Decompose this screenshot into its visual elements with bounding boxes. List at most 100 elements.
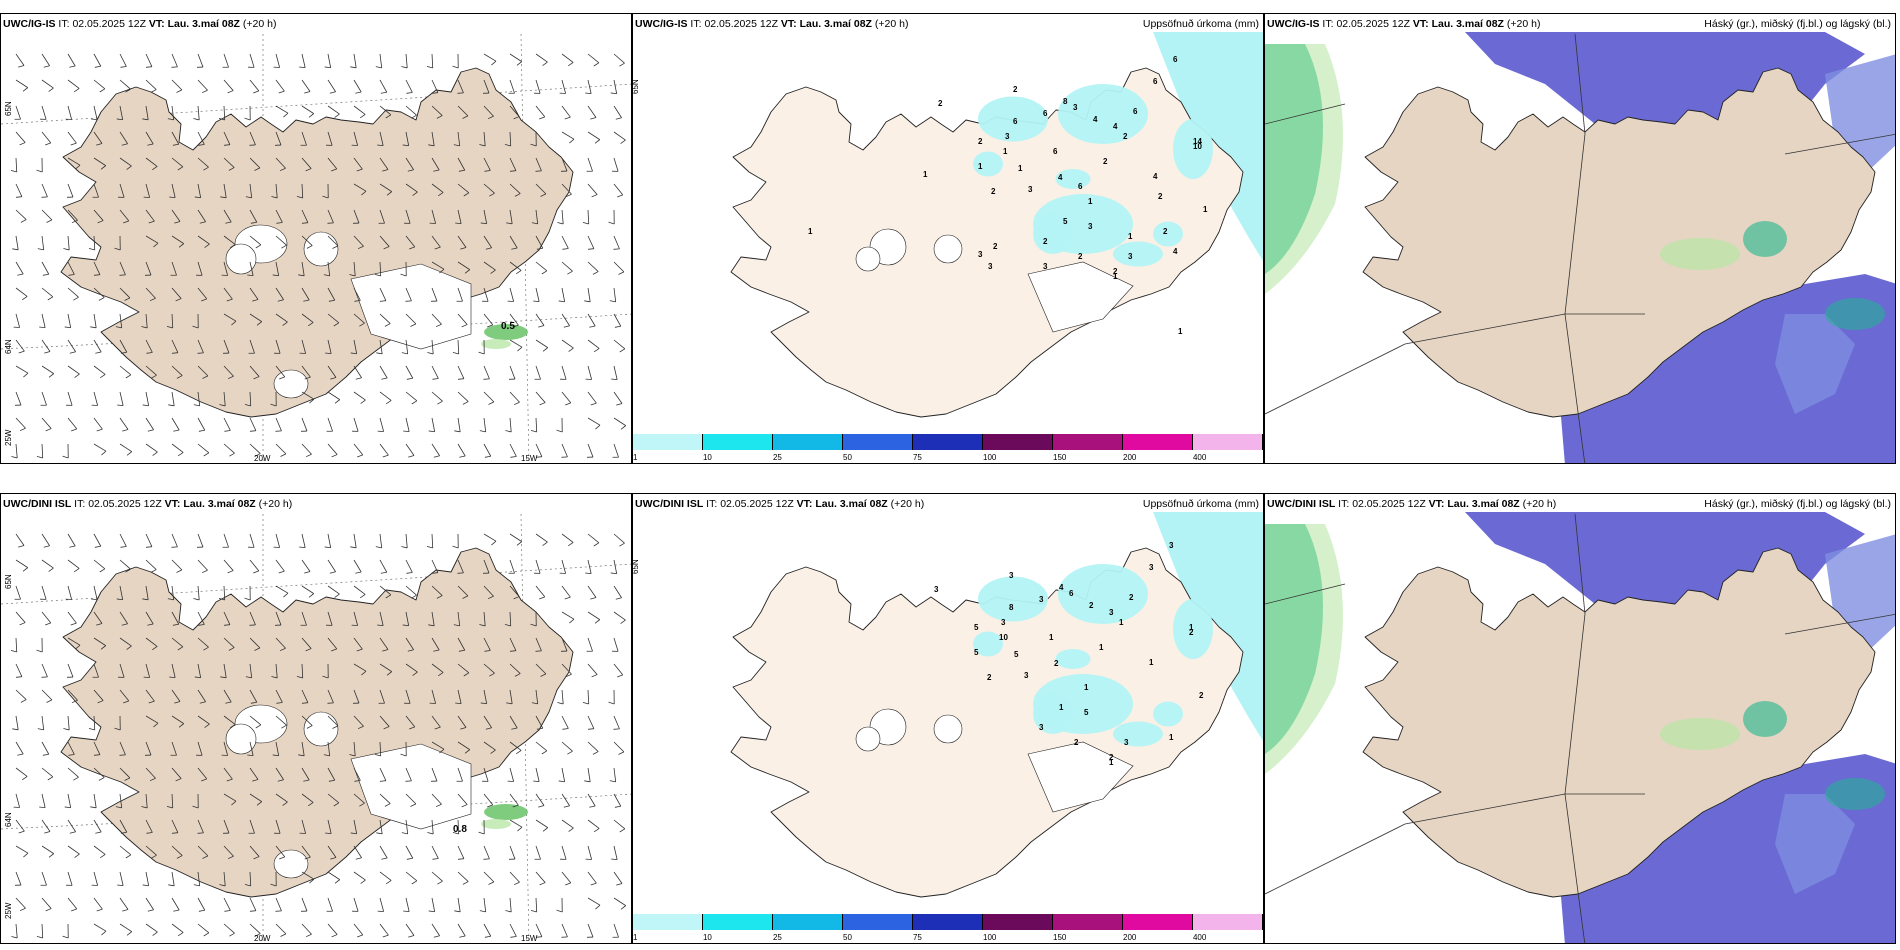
colorbar-cell	[843, 434, 913, 450]
precip-value-label: 1	[1099, 643, 1104, 652]
precip-value-label: 6	[1069, 589, 1074, 598]
colorbar-cell	[703, 434, 773, 450]
precip-value-label: 2	[1158, 192, 1163, 201]
lat-label-65n: 65N	[4, 574, 13, 589]
precip-value-label: 1	[808, 227, 813, 236]
colorbar-cell	[983, 914, 1053, 930]
precip-value-label: 3	[1039, 723, 1044, 732]
precip-value-label: 4	[1058, 173, 1063, 182]
colorbar-tick-label: 75	[912, 933, 922, 942]
precip-value-label: 1	[1018, 164, 1023, 173]
colorbar-tick-label: 1	[633, 933, 638, 942]
precip-value-label: 2	[1074, 738, 1079, 747]
precip-value-label: 3	[1005, 132, 1010, 141]
precip-colorbar	[633, 434, 1263, 450]
lon-label-15w: 15W	[521, 454, 538, 463]
colorbar-tick-label: 200	[1123, 933, 1137, 942]
lon-label-20w: 20W	[254, 934, 271, 943]
precip-value-label: 2	[1089, 601, 1094, 610]
precip-value-label: 4	[1153, 172, 1158, 181]
wind-map	[1, 33, 631, 463]
precip-value-label: 6	[1043, 109, 1048, 118]
precip-value-label: 2	[991, 187, 996, 196]
precip-value-label: 3	[978, 250, 983, 259]
colorbar-tick-label: 25	[772, 453, 782, 462]
precip-panel-top: 2 2 8 6 3 2 6 3 6 6 6 4 2 6 2 4 1 1 1 4 3 2 1 3 5 14 10 2 2 3 2 4 4 1 1 6 2 2…	[632, 13, 1264, 464]
colorbar-cell	[843, 914, 913, 930]
colorbar-cell	[913, 914, 983, 930]
precip-value-label: 2	[1189, 628, 1194, 637]
precip-value-label: 1	[1169, 733, 1174, 742]
precip-value-label: 2	[1199, 691, 1204, 700]
precip-title: Uppsöfnuð úrkoma (mm)	[1142, 18, 1259, 30]
precip-value-label: 1	[1178, 327, 1183, 336]
colorbar-cell	[633, 434, 703, 450]
precip-value-label: 3	[1169, 541, 1174, 550]
panel-header: UWC/IG-IS IT: 02.05.2025 12Z VT: Lau. 3.…	[635, 18, 909, 30]
precip-value-label: 2	[1054, 659, 1059, 668]
precip-value-label: 1	[978, 162, 983, 171]
precip-value-label: 3	[1128, 252, 1133, 261]
colorbar-tick-label: 150	[1053, 453, 1067, 462]
precip-value-label: 2	[1163, 227, 1168, 236]
colorbar-cell	[1193, 914, 1263, 930]
cloud-title: Háský (gr.), miðský (fj.bl.) og lágský (…	[1704, 18, 1891, 30]
lon-label-15w: 15W	[521, 934, 538, 943]
precip-value-label: 2	[993, 242, 998, 251]
precip-value-label: 6	[1013, 117, 1018, 126]
precip-value-label: 10	[999, 633, 1008, 642]
colorbar-cell	[983, 434, 1053, 450]
precip-value-label: 1	[1113, 272, 1118, 281]
precip-value-label: 3	[1028, 185, 1033, 194]
precip-value-label: 1	[1203, 205, 1208, 214]
wind-value-label: 0.8	[453, 824, 467, 835]
colorbar-tick-label: 1	[633, 453, 638, 462]
precip-value-label: 4	[1059, 583, 1064, 592]
colorbar-tick-label: 100	[983, 453, 997, 462]
colorbar-cell	[703, 914, 773, 930]
precip-value-label: 5	[1014, 650, 1019, 659]
precip-value-label: 2	[1123, 132, 1128, 141]
precip-colorbar	[633, 914, 1263, 930]
lat-label-64n: 64N	[4, 339, 13, 354]
precip-value-label: 1	[1084, 683, 1089, 692]
precip-value-label: 3	[1001, 618, 1006, 627]
precip-title: Uppsöfnuð úrkoma (mm)	[1142, 498, 1259, 510]
lon-label-25w: 25W	[4, 902, 13, 919]
precip-value-label: 6	[1078, 182, 1083, 191]
precip-value-label: 1	[1088, 197, 1093, 206]
colorbar-cell	[773, 434, 843, 450]
precip-value-label: 2	[1078, 252, 1083, 261]
wind-panel-bottom: UWC/DINI ISL IT: 02.05.2025 12Z VT: Lau.…	[0, 493, 632, 944]
precip-value-label: 1	[1189, 623, 1194, 632]
panel-header: UWC/IG-IS IT: 02.05.2025 12Z VT: Lau. 3.…	[3, 18, 277, 30]
cloud-title: Háský (gr.), miðský (fj.bl.) og lágský (…	[1704, 498, 1891, 510]
precip-value-label: 5	[1084, 708, 1089, 717]
colorbar-cell	[1053, 434, 1123, 450]
precip-value-label: 4	[1113, 122, 1118, 131]
precip-colorbar-labels: 1 10 25 50 75 100 150 200 400	[633, 453, 1263, 463]
precip-value-label: 1	[1119, 618, 1124, 627]
precip-value-label: 4	[1173, 247, 1178, 256]
precip-value-label: 3	[1124, 738, 1129, 747]
colorbar-tick-label: 75	[912, 453, 922, 462]
lat-label-65n: 65N	[4, 101, 13, 116]
colorbar-tick-label: 50	[843, 453, 852, 462]
panel-header: UWC/DINI ISL IT: 02.05.2025 12Z VT: Lau.…	[635, 498, 925, 510]
panel-header: UWC/IG-IS IT: 02.05.2025 12Z VT: Lau. 3.…	[1267, 18, 1541, 30]
precip-value-label: 10	[1193, 142, 1202, 151]
precip-value-label: 2	[1113, 267, 1118, 276]
precip-value-label: 3	[1009, 571, 1014, 580]
precip-value-label: 2	[987, 673, 992, 682]
precip-value-label: 6	[1133, 107, 1138, 116]
precip-value-label: 1	[1128, 232, 1133, 241]
colorbar-cell	[1123, 914, 1193, 930]
precip-value-label: 5	[974, 648, 979, 657]
precip-value-label: 1	[923, 170, 928, 179]
precip-value-label: 6	[1053, 147, 1058, 156]
precip-value-label: 4	[1093, 115, 1098, 124]
precip-value-label: 3	[1109, 608, 1114, 617]
panel-header: UWC/DINI ISL IT: 02.05.2025 12Z VT: Lau.…	[1267, 498, 1557, 510]
colorbar-tick-label: 150	[1053, 933, 1067, 942]
